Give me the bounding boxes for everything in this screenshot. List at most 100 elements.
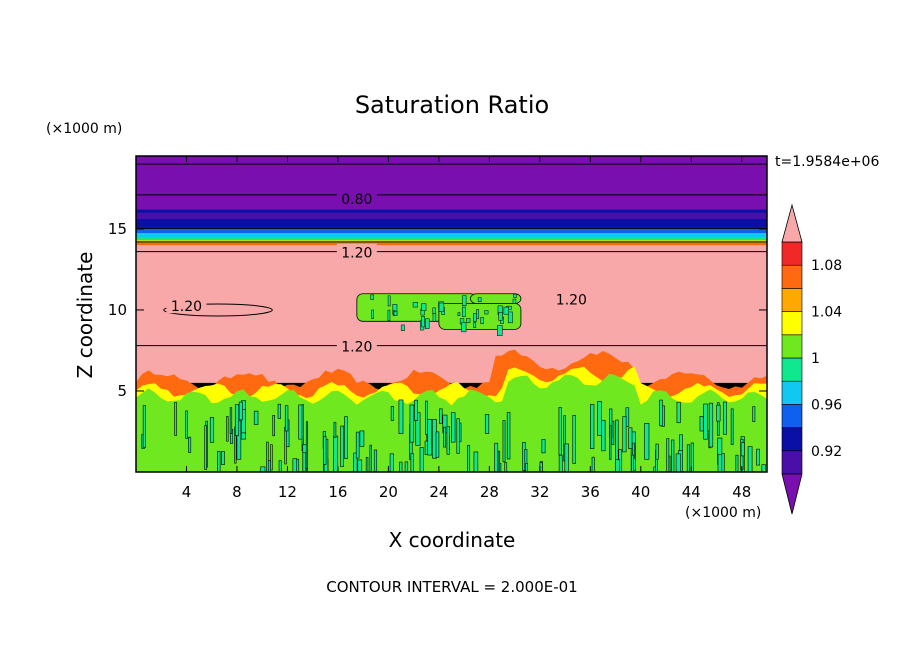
cloud-streak: [234, 404, 240, 436]
mid-cloud-streak: [457, 312, 461, 316]
cloud-streak: [644, 423, 650, 460]
cloud-streak: [591, 456, 595, 472]
colorbar-label: 1.04: [811, 305, 842, 321]
colorbar-label: 0.96: [811, 397, 842, 413]
colorbar-label: 1.08: [811, 258, 842, 274]
colorbar-level: [781, 427, 803, 452]
plot-area: [136, 156, 767, 472]
contour-label-bg: [336, 337, 377, 354]
contour-label-bg: [336, 190, 377, 207]
cloud-streak: [628, 427, 633, 449]
cloud-streak: [446, 426, 450, 455]
mid-cloud-streak: [476, 309, 480, 320]
x-tick-label: 32: [530, 483, 549, 501]
cloud-streak: [427, 419, 432, 456]
cloud-streak: [253, 410, 259, 425]
cloud-streak: [558, 407, 562, 456]
mid-cloud-streak: [462, 306, 466, 317]
contour-label-bg: [336, 243, 377, 260]
cloud-streak: [409, 404, 415, 443]
colorbar-level: [781, 264, 803, 289]
cloud-streak: [597, 401, 602, 436]
field-band: [136, 237, 767, 241]
cloud-streak: [730, 408, 734, 445]
cloud-streak: [270, 444, 273, 471]
colorbar-level: [781, 311, 803, 336]
cloud-streak: [484, 414, 490, 434]
mid-cloud-streak: [477, 297, 482, 302]
cloud-streak: [686, 444, 690, 472]
cloud-streak: [699, 416, 704, 432]
cloud-streak: [221, 451, 225, 465]
mid-cloud-streak: [387, 309, 391, 321]
colorbar-label: 0.92: [811, 444, 842, 460]
time-label: t=1.9584e+06: [775, 154, 879, 170]
cloud-streak: [443, 426, 447, 448]
mid-cloud-streak: [387, 295, 391, 307]
cloud-streak: [424, 440, 428, 455]
colorbar-level: [781, 450, 803, 475]
cloud-streak: [305, 421, 309, 469]
cloud-streak: [564, 443, 569, 472]
cloud-streak: [302, 451, 306, 472]
x-tick-label: 48: [732, 483, 751, 501]
cloud-streak: [355, 431, 360, 459]
mid-cloud-streak: [393, 310, 398, 316]
contour-label: 1.20: [171, 299, 202, 315]
cloud-streak: [506, 411, 511, 460]
mid-cloud-streak: [371, 309, 374, 319]
cloud-streak: [301, 404, 304, 452]
cloud-streak: [504, 462, 508, 472]
x-tick-label: 24: [429, 483, 448, 501]
field-band: [136, 219, 767, 226]
cloud-streak: [740, 442, 745, 457]
cloud-streak: [414, 399, 418, 421]
cloud-streak: [404, 461, 409, 472]
cloud-streak: [260, 466, 266, 472]
cloud-streak: [365, 456, 369, 472]
cloud-streak: [266, 441, 269, 472]
cloud-streak: [398, 399, 404, 434]
mid-cloud-streak: [484, 310, 489, 315]
cloud-streak: [690, 442, 694, 472]
cloud-streak: [525, 463, 529, 472]
cloud-streak: [373, 449, 378, 472]
mid-cloud-streak: [512, 298, 517, 304]
colorbar-level: [781, 380, 803, 405]
cloud-streak: [217, 450, 221, 472]
cloud-streak: [369, 444, 372, 472]
mid-cloud-streak: [498, 311, 503, 321]
mid-cloud-streak: [462, 295, 467, 306]
contour-label: 1.20: [556, 293, 587, 309]
cloud-streak: [622, 416, 627, 453]
x-tick-label: 40: [631, 483, 650, 501]
cloud-streak: [497, 450, 501, 472]
cloud-streak: [439, 408, 443, 424]
cloud-streak: [359, 430, 365, 447]
cloud-streak: [659, 399, 663, 427]
cloud-streak: [435, 431, 440, 458]
mid-cloud-streak: [513, 293, 517, 298]
cloud-streak: [209, 417, 215, 443]
cloud-streak: [333, 435, 339, 472]
y-axis-title: Z coordinate: [73, 252, 97, 379]
cloud-streak: [716, 404, 721, 422]
cloud-streak: [278, 460, 282, 472]
colorbar-level: [781, 357, 803, 382]
field-band: [136, 228, 767, 233]
cloud-streak: [572, 415, 576, 464]
cloud-streak: [410, 452, 414, 472]
mid-cloud-streak: [507, 311, 513, 324]
cloud-streak: [721, 453, 725, 472]
cloud-streak: [229, 407, 233, 434]
cloud-streak: [272, 415, 275, 437]
cloud-streak: [174, 402, 177, 436]
mid-cloud-streak: [420, 303, 427, 311]
cloud-streak: [655, 443, 659, 460]
colorbar-max-arrow: [781, 203, 803, 243]
mid-cloud-streak: [400, 324, 405, 331]
mid-cloud-streak: [503, 306, 509, 315]
cloud-streak: [226, 416, 229, 442]
colorbar-level: [781, 241, 803, 266]
